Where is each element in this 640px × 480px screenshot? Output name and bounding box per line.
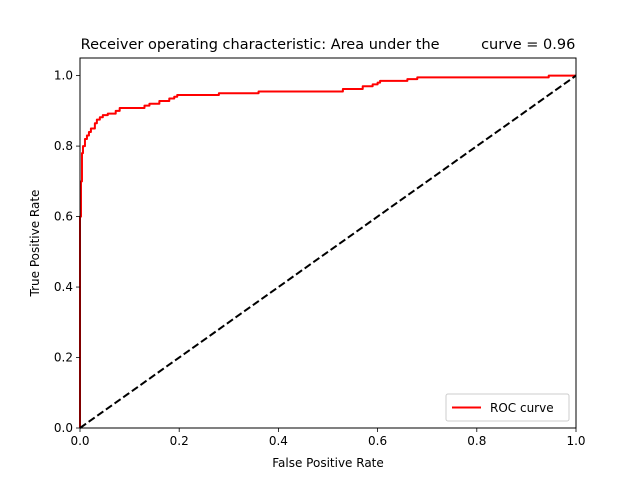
plot-frame	[79, 57, 577, 429]
x-axis-label: False Positive Rate	[272, 456, 384, 470]
y-tick-label: 0.4	[54, 280, 73, 294]
legend-label-roc-curve: ROC curve	[490, 401, 554, 415]
roc-curve-line	[79, 74, 576, 428]
plot-background	[80, 58, 576, 428]
y-tick-label: 0.0	[54, 421, 73, 435]
x-tick-label: 0.0	[70, 434, 89, 448]
legend-box	[445, 393, 570, 422]
y-axis-label: True Positive Rate	[28, 190, 42, 298]
series-layer	[79, 74, 577, 429]
x-tick-label: 0.6	[368, 434, 387, 448]
chance-diagonal-line	[79, 74, 577, 429]
x-axis: 0.0 0.2 0.4 0.6 0.8 1.0	[70, 428, 586, 448]
y-tick-label: 0.6	[54, 210, 73, 224]
x-tick-label: 0.8	[467, 434, 486, 448]
y-axis: 0.0 0.2 0.4 0.6 0.8 1.0	[54, 69, 80, 435]
x-tick-label: 1.0	[566, 434, 585, 448]
plot-area	[79, 57, 577, 429]
x-tick-label: 0.4	[269, 434, 288, 448]
y-tick-label: 1.0	[54, 69, 73, 83]
y-tick-label: 0.2	[54, 351, 73, 365]
y-tick-label: 0.8	[54, 139, 73, 153]
chart-title: Receiver operating characteristic: Area …	[81, 37, 576, 53]
x-tick-label: 0.2	[170, 434, 189, 448]
legend: ROC curve	[445, 393, 570, 422]
